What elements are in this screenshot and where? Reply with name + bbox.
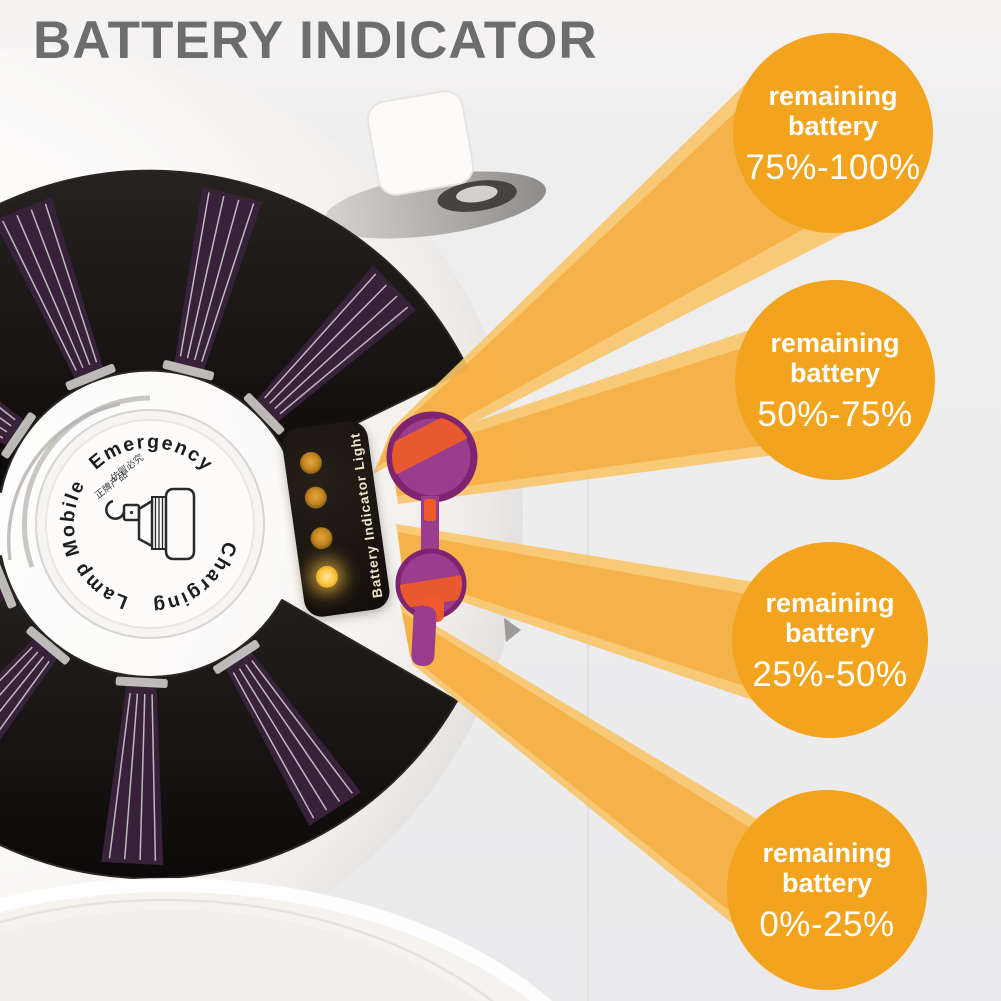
callout-circles (727, 33, 935, 990)
highlight-stem-chip (424, 499, 436, 521)
callout-line1: remaining (765, 588, 895, 618)
callout-25-50: remaining battery 25%-50% (720, 588, 940, 695)
led-dot (303, 485, 329, 511)
hanging-wire (6, 395, 151, 568)
solar-fan-top (0, 169, 469, 493)
callout-circle-75-100 (733, 33, 933, 233)
beam-25-50-core (398, 532, 757, 690)
callout-line2: battery (784, 618, 876, 649)
highlight-small-stripe (400, 571, 462, 612)
callout-circle-0-25 (727, 790, 927, 990)
hook-tip (504, 618, 521, 642)
callout-line1: remaining (768, 81, 898, 111)
callout-circle-50-75 (735, 280, 935, 480)
callout-0-25: remaining battery 0%-25% (717, 838, 937, 945)
callout-line2: battery (787, 111, 879, 142)
lamp-hub-disc (324, 171, 546, 239)
callout-range: 75%-100% (745, 148, 921, 188)
indicator-beams (373, 58, 874, 938)
callout-line1: remaining (770, 328, 900, 358)
callout-75-100: remaining battery 75%-100% (723, 81, 943, 188)
lamp-top-cap (366, 90, 475, 196)
led-dot-active (314, 564, 340, 590)
callout-line1: remaining (762, 838, 892, 868)
callout-line2: battery (781, 868, 873, 899)
led-dot (309, 525, 334, 551)
callout-circle-25-50 (732, 542, 928, 738)
product-label: Mobile Emergency Charging Lamp 正牌产品 仿冒必究 (35, 409, 265, 639)
highlight-stem-2 (411, 605, 437, 667)
page-title: BATTERY INDICATOR (33, 11, 598, 70)
bulb-icon (105, 487, 196, 561)
led-dot (298, 450, 324, 476)
callout-line2: battery (789, 358, 881, 389)
lamp-diffuser (0, 878, 552, 1001)
beam-0-25-core (402, 612, 757, 926)
callout-range: 50%-75% (757, 395, 913, 435)
callout-range: 25%-50% (752, 655, 908, 695)
beam-50-75-core (392, 340, 774, 496)
callout-range: 0%-25% (759, 905, 895, 945)
callout-50-75: remaining battery 50%-75% (725, 328, 945, 435)
beam-75-100-core (378, 74, 856, 466)
